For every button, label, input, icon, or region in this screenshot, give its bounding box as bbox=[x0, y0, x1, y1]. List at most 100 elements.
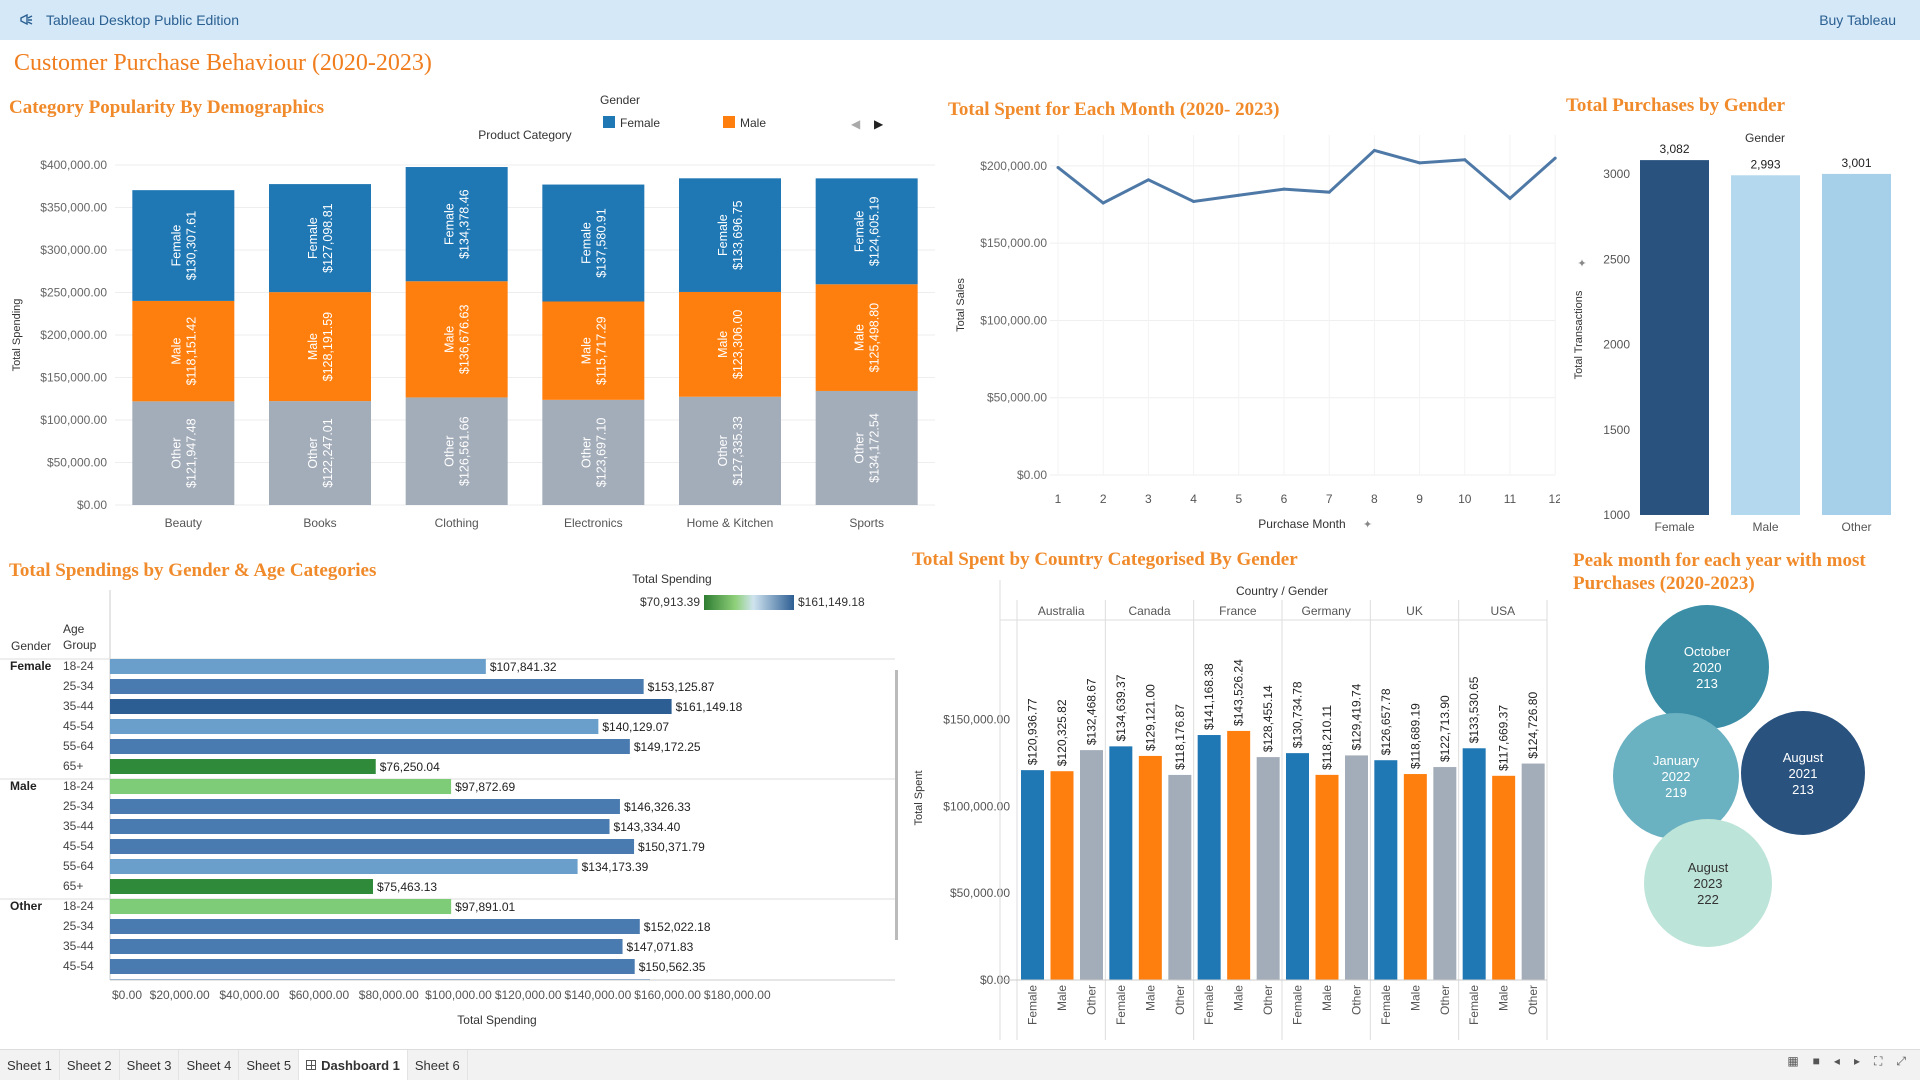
stacked-bar-segment[interactable] bbox=[815, 390, 918, 505]
stacked-bar-segment[interactable] bbox=[542, 184, 645, 302]
age-bar[interactable] bbox=[110, 739, 630, 754]
age-bar-value-label: $150,562.35 bbox=[639, 960, 706, 974]
gender-bar[interactable] bbox=[1822, 173, 1891, 515]
country-spending-chart[interactable]: Country / Gender $0.00 $50,000.00 $100,000.… bbox=[905, 580, 1560, 1040]
age-bar[interactable] bbox=[110, 879, 373, 894]
sheet-tab[interactable]: Dashboard 1 bbox=[299, 1050, 408, 1080]
country-gender-bar[interactable] bbox=[1021, 770, 1044, 980]
sales-point[interactable] bbox=[1282, 187, 1286, 191]
age-bar[interactable] bbox=[110, 939, 623, 954]
stacked-bar-segment[interactable] bbox=[405, 397, 508, 505]
age-spending-chart[interactable]: Total Spending $70,913.39 $161,149.18 Gende… bbox=[0, 570, 905, 1040]
age-bar[interactable] bbox=[110, 699, 672, 714]
country-gender-bar[interactable] bbox=[1256, 757, 1280, 980]
gender-purchases-chart[interactable]: Gender 1000 1500 2000 2500 3000 Total Transact… bbox=[1560, 125, 1920, 540]
age-bar-value-label: $97,872.69 bbox=[455, 780, 515, 794]
stacked-bar-segment[interactable] bbox=[815, 284, 918, 391]
age-bar[interactable] bbox=[110, 959, 635, 974]
fullscreen-icon[interactable]: ⤢ bbox=[1896, 1054, 1906, 1068]
buy-tableau-link[interactable]: Buy Tableau bbox=[1819, 12, 1896, 28]
peak-bubble[interactable] bbox=[1613, 713, 1739, 839]
age-bar[interactable] bbox=[110, 839, 635, 854]
age-bar[interactable] bbox=[110, 899, 452, 914]
stacked-bar-segment[interactable] bbox=[405, 167, 508, 282]
country-gender-bar[interactable] bbox=[1227, 730, 1251, 980]
country-gender-bar[interactable] bbox=[1286, 753, 1309, 980]
peak-bubble[interactable] bbox=[1644, 819, 1772, 947]
stacked-bar-segment[interactable] bbox=[269, 292, 371, 402]
legend-next-icon[interactable]: ▶ bbox=[874, 117, 884, 131]
stacked-bar-segment[interactable] bbox=[679, 178, 781, 292]
age-bar[interactable] bbox=[110, 779, 452, 794]
sales-point[interactable] bbox=[1327, 190, 1331, 194]
country-gender-bar[interactable] bbox=[1374, 760, 1398, 980]
country-gender-bar[interactable] bbox=[1462, 748, 1486, 980]
stacked-bar-segment[interactable] bbox=[269, 184, 371, 293]
sheet-tab[interactable]: Sheet 6 bbox=[408, 1050, 468, 1080]
stop-icon[interactable]: ■ bbox=[1812, 1054, 1820, 1068]
country-gender-bar[interactable] bbox=[1109, 746, 1133, 980]
country-gender-bar[interactable] bbox=[1138, 755, 1162, 980]
sales-point[interactable] bbox=[1146, 178, 1150, 182]
age-bar[interactable] bbox=[110, 819, 610, 834]
country-gender-bar[interactable] bbox=[1315, 774, 1339, 980]
grid-view-icon[interactable]: ▦ bbox=[1787, 1054, 1799, 1068]
sheet-tab[interactable]: Sheet 3 bbox=[120, 1050, 180, 1080]
country-gender-bar[interactable] bbox=[1197, 735, 1221, 980]
next-icon[interactable]: ▸ bbox=[1853, 1054, 1860, 1068]
x-tick-label: Other bbox=[1841, 520, 1871, 534]
country-gender-bar[interactable] bbox=[1345, 755, 1368, 980]
gender-bar[interactable] bbox=[1640, 160, 1709, 515]
country-gender-bar[interactable] bbox=[1521, 763, 1545, 980]
bubble-label: August bbox=[1688, 860, 1729, 875]
stacked-bar-segment[interactable] bbox=[542, 399, 645, 505]
age-bar[interactable] bbox=[110, 759, 376, 774]
age-bar[interactable] bbox=[110, 659, 486, 674]
stacked-bar-segment[interactable] bbox=[132, 190, 235, 301]
sales-point[interactable] bbox=[1192, 199, 1196, 203]
sheet-tab[interactable]: Sheet 5 bbox=[239, 1050, 300, 1080]
age-bar[interactable] bbox=[110, 719, 599, 734]
sales-point[interactable] bbox=[1056, 165, 1060, 169]
age-bar[interactable] bbox=[110, 679, 644, 694]
country-gender-bar[interactable] bbox=[1433, 767, 1457, 980]
sales-point[interactable] bbox=[1372, 148, 1376, 152]
stacked-bar-segment[interactable] bbox=[269, 401, 371, 505]
sales-point[interactable] bbox=[1418, 161, 1422, 165]
stacked-bar-segment[interactable] bbox=[542, 301, 645, 400]
fit-icon[interactable]: ⛶ bbox=[1873, 1054, 1883, 1068]
country-gender-bar[interactable] bbox=[1168, 774, 1192, 980]
country-gender-bar[interactable] bbox=[1050, 771, 1074, 980]
bar-segment-label: Female$133,696.75 bbox=[716, 200, 745, 270]
age-bar[interactable] bbox=[110, 919, 640, 934]
sales-point[interactable] bbox=[1508, 196, 1512, 200]
sales-point[interactable] bbox=[1553, 156, 1557, 160]
category-popularity-chart[interactable]: $0.00 $50,000.00 $100,000.00 $150,000.00 $20… bbox=[0, 95, 940, 540]
x-tick-label: $180,000.00 bbox=[704, 988, 771, 1002]
prev-icon[interactable]: ◂ bbox=[1833, 1054, 1840, 1068]
stacked-bar-segment[interactable] bbox=[815, 178, 918, 285]
age-bar[interactable] bbox=[110, 859, 578, 874]
peak-bubble[interactable] bbox=[1741, 711, 1865, 835]
sales-point[interactable] bbox=[1101, 201, 1105, 205]
sheet-tab[interactable]: Sheet 2 bbox=[60, 1050, 120, 1080]
age-bar[interactable] bbox=[110, 799, 620, 814]
legend-prev-icon[interactable]: ◀ bbox=[851, 117, 861, 131]
country-gender-bar[interactable] bbox=[1492, 775, 1516, 980]
country-gender-bar[interactable] bbox=[1080, 750, 1103, 980]
stacked-bar-segment[interactable] bbox=[679, 396, 781, 505]
sales-point[interactable] bbox=[1463, 158, 1467, 162]
peak-bubble[interactable] bbox=[1645, 605, 1769, 729]
sheet-tab[interactable]: Sheet 1 bbox=[0, 1050, 60, 1080]
stacked-bar-segment[interactable] bbox=[679, 291, 781, 397]
stacked-bar-segment[interactable] bbox=[405, 281, 508, 398]
stacked-bar-segment[interactable] bbox=[132, 300, 235, 402]
monthly-spending-chart[interactable]: $0.00 $50,000.00 $100,000.00 $150,000.00 $20… bbox=[930, 120, 1560, 540]
country-gender-bar[interactable] bbox=[1403, 774, 1427, 980]
gender-bar[interactable] bbox=[1731, 175, 1800, 515]
sheet-tab[interactable]: Sheet 4 bbox=[179, 1050, 240, 1080]
vertical-scrollbar[interactable] bbox=[895, 670, 898, 940]
sales-point[interactable] bbox=[1237, 193, 1241, 197]
sales-line[interactable] bbox=[1057, 148, 1557, 205]
stacked-bar-segment[interactable] bbox=[132, 401, 235, 505]
